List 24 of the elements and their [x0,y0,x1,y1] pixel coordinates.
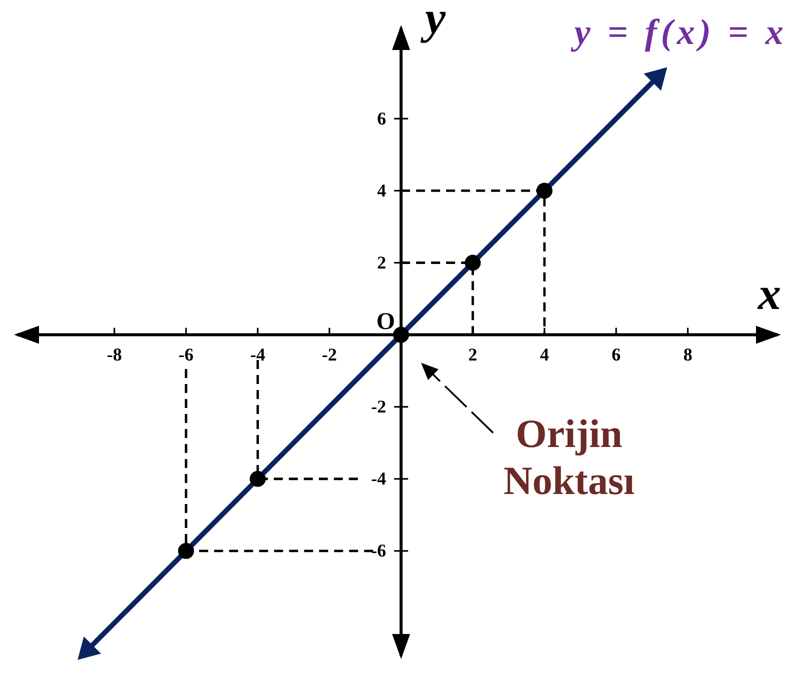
y-axis-title: y [420,0,446,43]
y-tick-label: -6 [371,540,386,561]
y-tick-label: 4 [377,180,386,200]
x-tick-label: -2 [322,344,337,364]
point [178,542,194,559]
x-tick-label: 8 [683,344,692,364]
y-tick-label: -2 [371,396,386,416]
x-tick-label: -8 [106,344,122,364]
x-tick-label: 6 [612,344,621,364]
x-tick-label: -6 [178,344,194,364]
point [464,254,481,271]
x-tick-label: 2 [468,344,478,364]
x-tick-label: -4 [250,344,266,364]
x-tick-label: 4 [540,344,549,364]
x-axis-title: x [757,268,781,319]
series-label: y = f(x) = x [570,12,788,52]
point [536,182,552,199]
annotation: O [376,308,396,335]
point [393,326,410,343]
annotation: Orijin Noktası [504,411,635,504]
y-tick-label: 6 [377,108,386,128]
point [250,470,266,487]
y-tick-label: 2 [377,252,386,272]
y-tick-label: -4 [371,468,386,489]
